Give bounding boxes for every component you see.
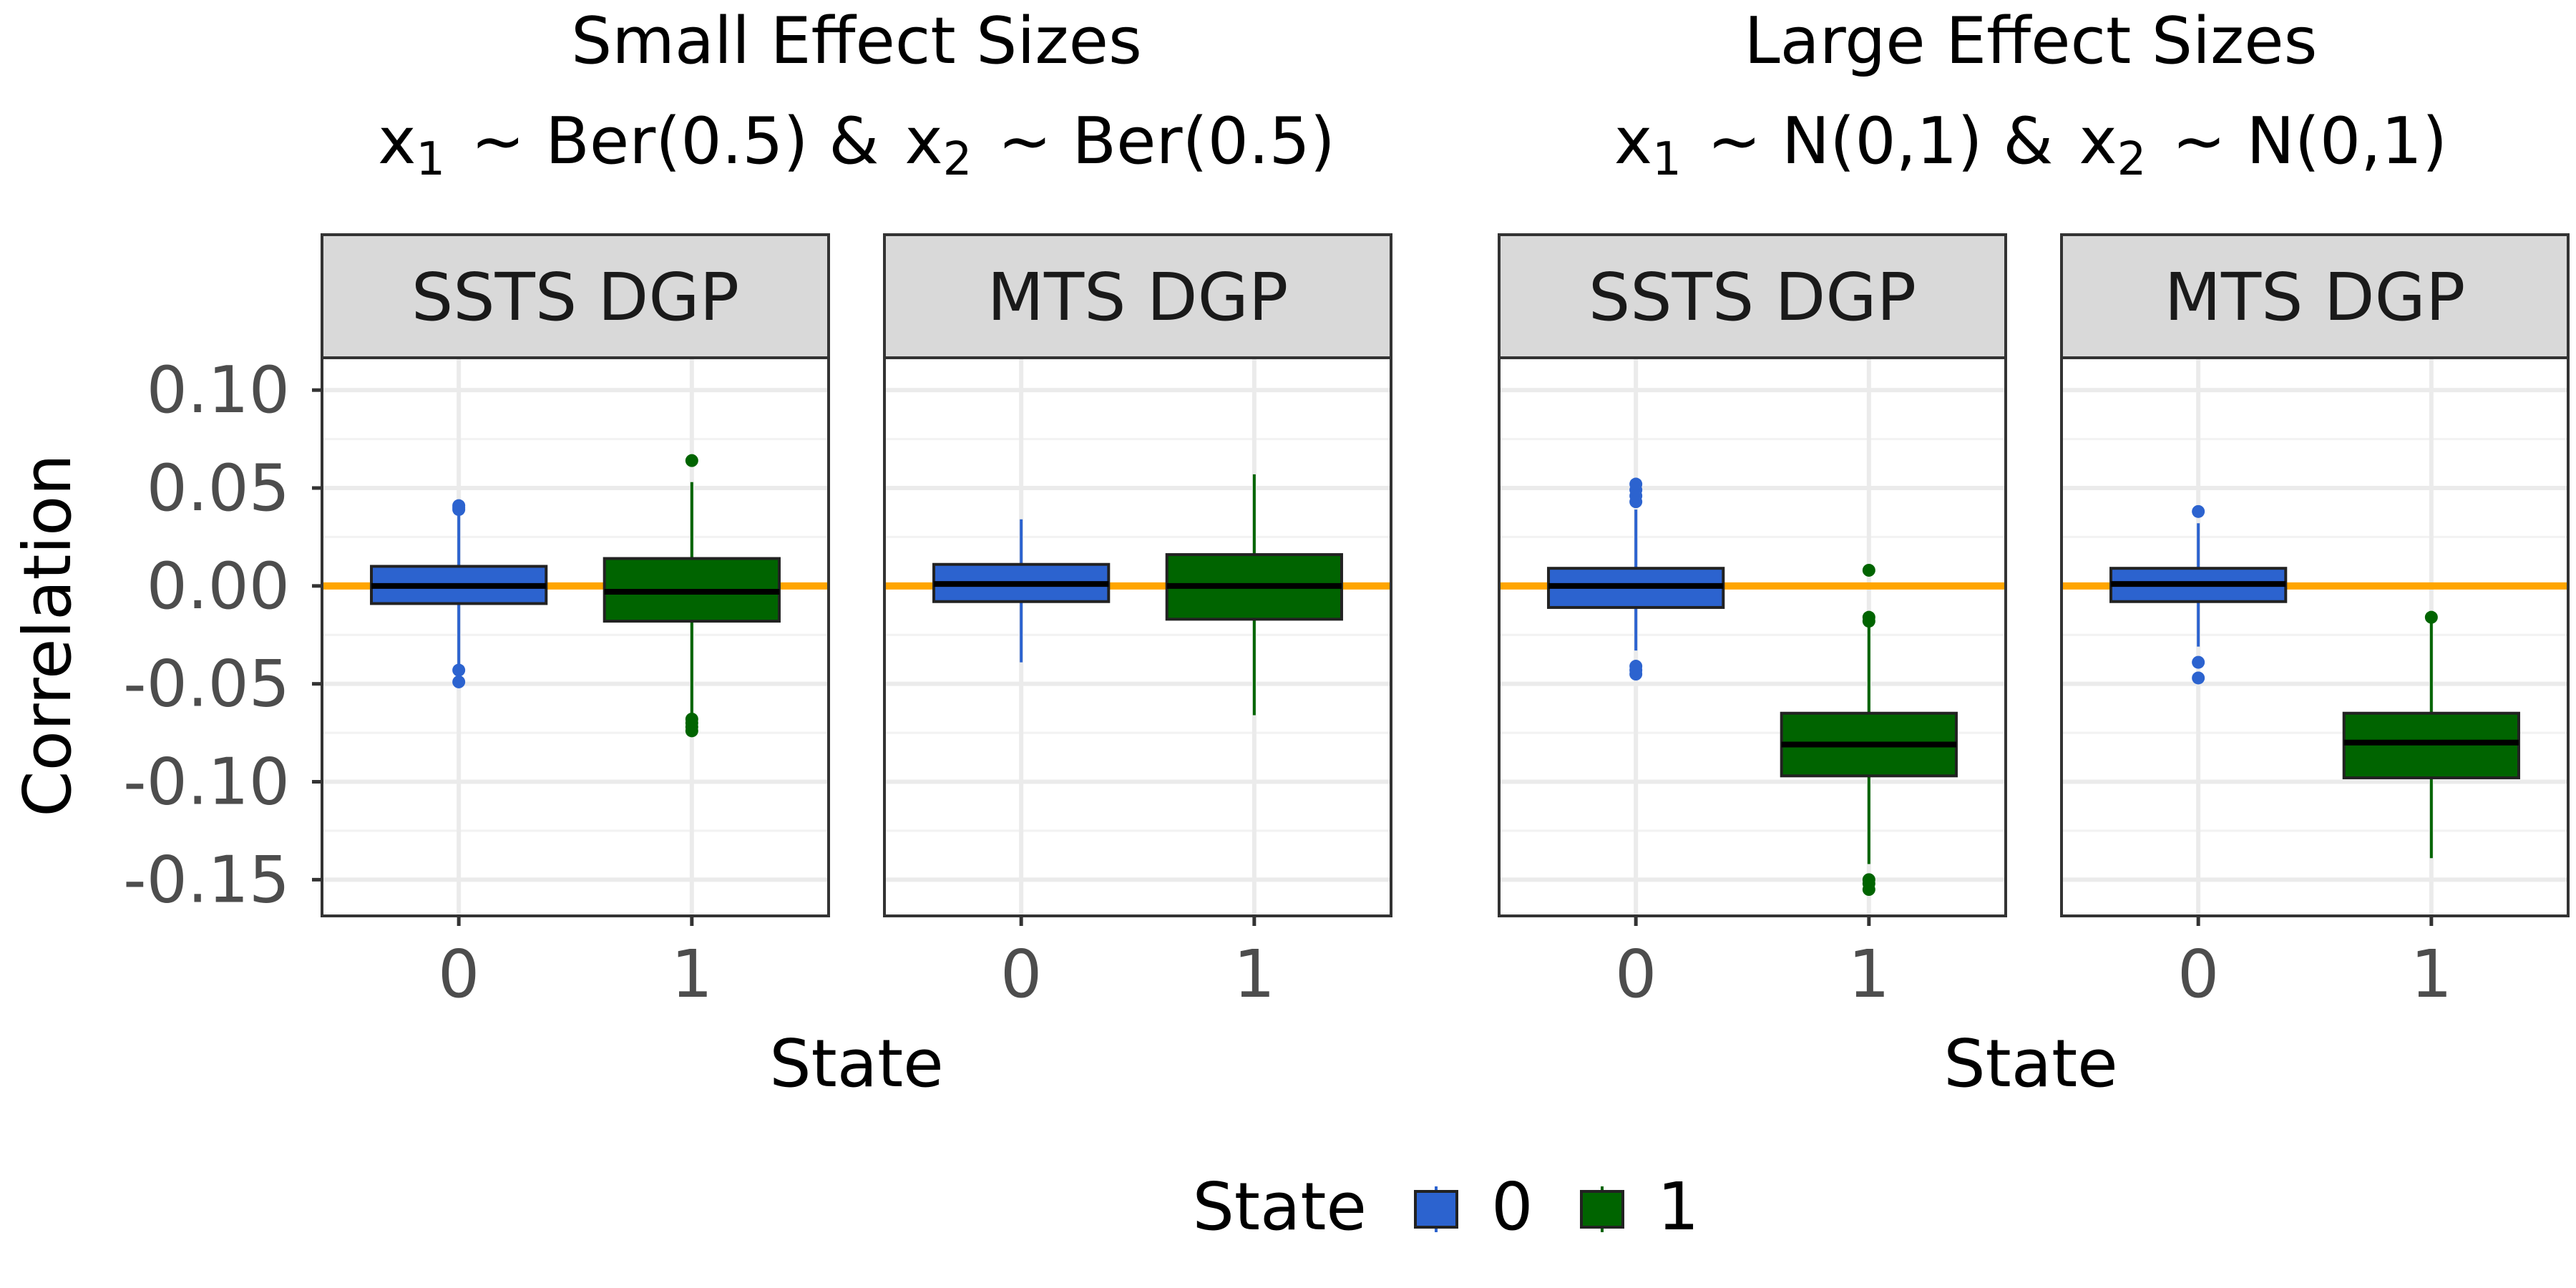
subtitle-large-x2-dist: ~ N(0,1) [2172, 104, 2447, 179]
box-outlier-2 [2192, 671, 2205, 685]
x-axis-label-large: State [1943, 1025, 2118, 1102]
box-outlier-5 [1862, 883, 1875, 897]
x-tick-label-0: 0 [438, 936, 480, 1013]
subtitle-small-x2-var: x [904, 104, 942, 179]
box-state-1 [602, 454, 781, 738]
box-outlier-2 [452, 499, 466, 512]
subtitle-small-x1-var: x [378, 104, 416, 179]
legend-label-0: 0 [1491, 1169, 1533, 1245]
panel-border [321, 356, 830, 917]
x-tick-label-0: 0 [2177, 936, 2220, 1013]
x-tick-label-1: 1 [2411, 936, 2453, 1013]
box-outlier-0 [685, 454, 698, 467]
subtitle-large-x2-var: x [2079, 104, 2117, 179]
group-subtitle-large: x1 ~ N(0,1) & x2 ~ N(0,1) [1614, 104, 2447, 186]
panel-background [2062, 358, 2568, 916]
y-tick-label-1: 0.05 [147, 451, 290, 526]
panel-0-0: SSTS DGP 0 1 [321, 233, 830, 1013]
legend: State 0 1 [1192, 1169, 1699, 1245]
subtitle-large-x1-sub: 1 [1652, 133, 1682, 186]
panel-0-1: MTS DGP 0 1 [883, 233, 1392, 1013]
box-outlier-4 [685, 724, 698, 738]
y-tick-label-4: -0.10 [123, 745, 290, 820]
box-outlier-4 [452, 675, 466, 688]
box-state-0 [2109, 504, 2288, 685]
x-tick-label-0: 0 [1000, 936, 1043, 1013]
subtitle-small-x2-dist: ~ Ber(0.5) [997, 104, 1335, 179]
facet-panels: SSTS DGP 0 1 MTS DGP 0 1 SSTS DGP 0 1 MTS DGP 0 1 [321, 233, 2570, 1013]
box-state-1 [1165, 474, 1343, 716]
y-tick-label-3: -0.05 [123, 647, 290, 722]
subtitle-large-x2-sub: 2 [2117, 133, 2147, 186]
panel-border [2060, 356, 2570, 917]
subtitle-small-x2-sub: 2 [943, 133, 972, 186]
y-axis-label: Correlation [9, 454, 86, 816]
box-body [2342, 711, 2520, 780]
panel-title: SSTS DGP [411, 259, 739, 336]
box-outlier-0 [1862, 563, 1875, 577]
group-subtitle-small: x1 ~ Ber(0.5) & x2 ~ Ber(0.5) [378, 104, 1335, 186]
box-outlier-0 [2192, 504, 2205, 518]
panel-border [883, 356, 1392, 917]
box-state-1 [1780, 563, 1958, 897]
panel-title: MTS DGP [987, 259, 1289, 336]
panel-1-0: SSTS DGP 0 1 [1498, 233, 2007, 1013]
box-state-0 [932, 519, 1111, 663]
panel-strip [883, 233, 1392, 359]
x-tick-label-1: 1 [671, 936, 713, 1013]
panel-strip [321, 233, 830, 359]
x-axis-label-small: State [769, 1025, 944, 1102]
x-tick-label-1: 1 [1848, 936, 1890, 1013]
subtitle-small-x1-sub: 1 [416, 133, 445, 186]
box-outlier-0 [2424, 610, 2438, 624]
panel-background [322, 358, 829, 916]
panel-border [1498, 356, 2007, 917]
box-outlier-1 [2192, 655, 2205, 669]
group-title-small: Small Effect Sizes [571, 4, 1142, 79]
box-outlier-3 [1629, 477, 1643, 491]
legend-label-1: 1 [1657, 1169, 1699, 1245]
y-tick-label-2: 0.00 [147, 549, 290, 624]
box-outlier-2 [1862, 615, 1875, 628]
x-tick-label-0: 0 [1615, 936, 1657, 1013]
legend-key-0-box [1414, 1190, 1458, 1229]
subtitle-large-x1-dist: ~ N(0,1) & [1707, 104, 2054, 179]
box-state-0 [370, 499, 548, 688]
panel-background [884, 358, 1391, 916]
panel-title: MTS DGP [2165, 259, 2466, 336]
panel-title: SSTS DGP [1589, 259, 1916, 336]
panel-strip [2060, 233, 2570, 359]
legend-title: State [1192, 1169, 1367, 1245]
subtitle-small-x1-dist: ~ Ber(0.5) & [471, 104, 879, 179]
subtitle-large-x1-var: x [1614, 104, 1652, 179]
legend-key-0 [1414, 1186, 1458, 1232]
panel-background [1499, 358, 2006, 916]
box-outlier-3 [452, 663, 466, 677]
y-tick-label-0: 0.10 [147, 353, 290, 428]
box-outlier-6 [1629, 668, 1643, 680]
box-state-1 [2342, 610, 2520, 859]
x-tick-label-1: 1 [1234, 936, 1276, 1013]
box-state-0 [1547, 477, 1725, 680]
panel-1-1: MTS DGP 0 1 [2060, 233, 2570, 1013]
legend-key-1-box [1580, 1190, 1624, 1229]
legend-key-1 [1580, 1186, 1624, 1232]
panel-strip [1498, 233, 2007, 359]
group-title-large: Large Effect Sizes [1744, 4, 2317, 79]
y-axis: 0.10 0.05 0.00 -0.05 -0.10 -0.15 [123, 353, 322, 917]
y-tick-label-5: -0.15 [123, 842, 290, 917]
